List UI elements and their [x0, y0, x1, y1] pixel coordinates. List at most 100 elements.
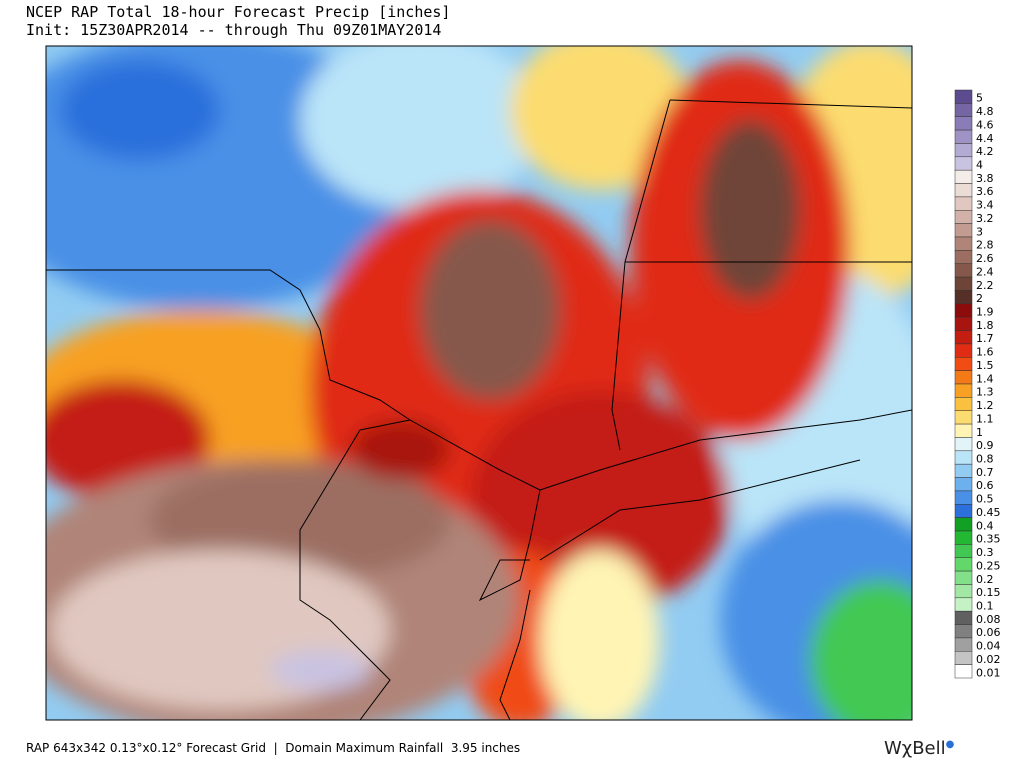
- colorbar-swatch: [954, 651, 973, 665]
- colorbar-label: 4: [976, 159, 983, 172]
- colorbar-label: 1.6: [976, 346, 994, 359]
- colorbar-swatch: [954, 610, 973, 625]
- colorbar-label: 2: [976, 292, 983, 305]
- map-title: NCEP RAP Total 18-hour Forecast Precip […: [26, 3, 451, 21]
- colorbar-swatch: [954, 129, 973, 144]
- colorbar-label: 3.8: [976, 172, 994, 185]
- colorbar-label: 0.6: [976, 479, 994, 492]
- colorbar-label: 0.4: [976, 519, 994, 532]
- colorbar-swatch: [954, 196, 973, 211]
- colorbar-label: 1.9: [976, 306, 994, 319]
- colorbar-swatch: [954, 463, 973, 478]
- colorbar-swatch: [954, 437, 973, 452]
- colorbar-swatch: [954, 557, 973, 572]
- colorbar-label: 4.6: [976, 118, 994, 131]
- colorbar-label: 0.25: [976, 559, 1001, 572]
- colorbar-swatch: [954, 89, 973, 104]
- colorbar-swatch: [954, 624, 973, 639]
- boundaries: [46, 99, 912, 720]
- colorbar-label: 0.04: [976, 640, 1001, 653]
- colorbar-swatch: [954, 236, 973, 251]
- colorbar-swatch: [954, 143, 973, 158]
- colorbar-swatch: [954, 276, 973, 291]
- map-frame: [45, 45, 913, 721]
- colorbar-swatch: [954, 490, 973, 505]
- colorbar-swatch: [954, 169, 973, 184]
- colorbar-swatch: [954, 397, 973, 411]
- colorbar-label: 0.08: [976, 613, 1001, 626]
- colorbar-label: 5: [976, 92, 983, 105]
- colorbar-label: 4.2: [976, 145, 994, 158]
- colorbar-swatch: [954, 477, 973, 492]
- colorbar-label: 3.4: [976, 199, 994, 212]
- colorbar-label: 1: [976, 426, 983, 439]
- colorbar-swatch: [954, 383, 973, 398]
- colorbar-swatch: [954, 250, 973, 264]
- colorbar-label: 0.15: [976, 586, 1001, 599]
- colorbar-label: 2.4: [976, 265, 994, 278]
- colorbar-swatch: [954, 637, 973, 652]
- colorbar-label: 3.6: [976, 185, 994, 198]
- colorbar-swatch: [954, 156, 973, 171]
- colorbar-label: 4.4: [976, 132, 994, 145]
- colorbar-swatch: [954, 103, 973, 117]
- colorbar-label: 0.7: [976, 466, 994, 479]
- colorbar-label: 0.06: [976, 626, 1001, 639]
- colorbar-label: 0.35: [976, 533, 1001, 546]
- colorbar-label: 3.2: [976, 212, 994, 225]
- colorbar-swatch: [954, 597, 973, 612]
- precip-field: [46, 46, 912, 720]
- colorbar-swatch: [954, 584, 973, 599]
- colorbar-label: 0.2: [976, 573, 994, 586]
- colorbar-swatch: [954, 504, 973, 518]
- colorbar-label: 0.5: [976, 493, 994, 506]
- colorbar-swatch: [954, 544, 973, 558]
- colorbar-label: 1.5: [976, 359, 994, 372]
- footer-info: RAP 643x342 0.13°x0.12° Forecast Grid | …: [26, 741, 521, 755]
- colorbar-swatch: [954, 223, 973, 238]
- colorbar-swatch: [954, 316, 973, 331]
- colorbar-swatch: [954, 423, 973, 438]
- colorbar-label: 4.8: [976, 105, 994, 118]
- logo-dot: ●: [945, 739, 955, 750]
- colorbar: 54.84.64.44.243.83.63.43.232.82.62.42.22…: [954, 89, 1001, 679]
- colorbar-label: 2.6: [976, 252, 994, 265]
- colorbar-label: 0.01: [976, 666, 1001, 679]
- colorbar-swatch: [954, 357, 973, 371]
- colorbar-label: 1.3: [976, 386, 994, 399]
- colorbar-label: 1.2: [976, 399, 994, 412]
- logo-text: WχBell: [884, 738, 946, 759]
- colorbar-swatch: [954, 450, 973, 465]
- colorbar-label: 0.02: [976, 653, 1001, 666]
- map-subtitle: Init: 15Z30APR2014 -- through Thu 09Z01M…: [26, 21, 442, 39]
- colorbar-swatch: [954, 210, 973, 224]
- colorbar-swatch: [954, 303, 973, 318]
- colorbar-label: 1.1: [976, 412, 994, 425]
- colorbar-swatch: [954, 290, 973, 305]
- colorbar-label: 1.7: [976, 332, 994, 345]
- colorbar-label: 0.9: [976, 439, 994, 452]
- logo: WχBell●: [884, 738, 954, 759]
- colorbar-swatch: [954, 410, 973, 425]
- colorbar-swatch: [954, 517, 973, 532]
- colorbar-label: 2.8: [976, 239, 994, 252]
- colorbar-swatch: [954, 116, 973, 131]
- colorbar-label: 0.45: [976, 506, 1001, 519]
- colorbar-swatch: [954, 263, 973, 278]
- colorbar-label: 3: [976, 225, 983, 238]
- colorbar-label: 1.4: [976, 372, 994, 385]
- colorbar-label: 1.8: [976, 319, 994, 332]
- colorbar-swatch: [954, 664, 973, 679]
- colorbar-label: 0.1: [976, 600, 994, 613]
- colorbar-swatch: [954, 183, 973, 198]
- colorbar-label: 2.2: [976, 279, 994, 292]
- colorbar-swatch: [954, 530, 973, 545]
- colorbar-swatch: [954, 330, 973, 345]
- colorbar-label: 0.3: [976, 546, 994, 559]
- colorbar-label: 0.8: [976, 453, 994, 466]
- map: 54.84.64.44.243.83.63.43.232.82.62.42.22…: [45, 45, 1001, 721]
- colorbar-swatch: [954, 343, 973, 358]
- colorbar-swatch: [954, 370, 973, 385]
- colorbar-swatch: [954, 570, 973, 585]
